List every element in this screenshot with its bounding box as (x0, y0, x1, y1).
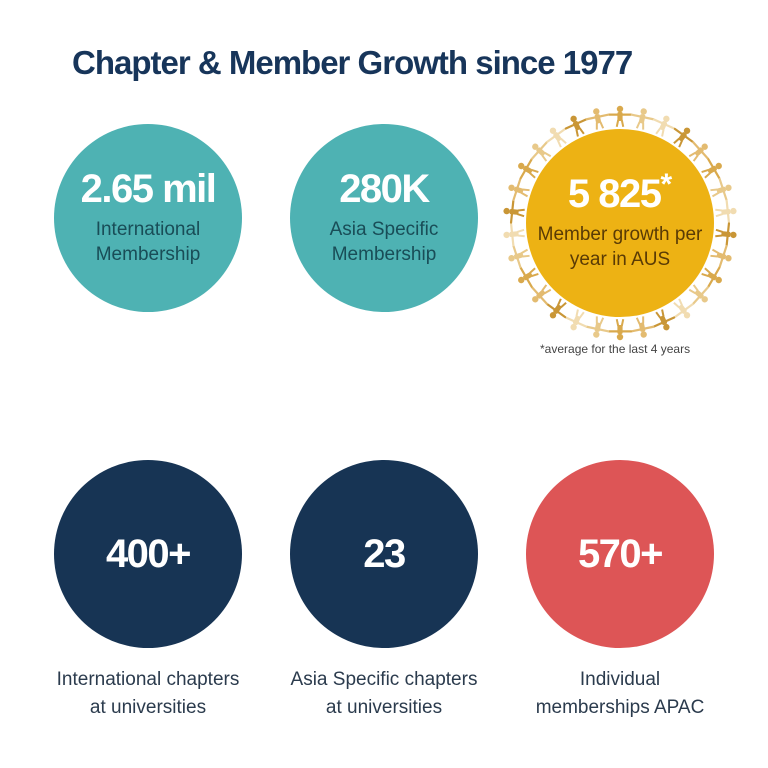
person-figure (518, 266, 539, 288)
intl-chapters-label: International chapters at universities (56, 669, 240, 718)
person-figure (546, 127, 567, 148)
asia-membership-label: Asia Specific Membership (329, 219, 439, 265)
asia-chapters-value: 23 (363, 532, 406, 576)
person-figure (508, 245, 530, 268)
person-figure (715, 222, 737, 247)
person-figure (688, 141, 709, 162)
person-figure (564, 115, 587, 137)
person-figure (673, 127, 694, 148)
footnote-marker: * (660, 168, 673, 201)
person-figure (564, 309, 587, 331)
person-figure (546, 298, 567, 319)
person-figure (531, 141, 552, 162)
person-figure (630, 108, 655, 130)
asia-chapters-circle: 23 (290, 460, 478, 648)
person-figure (531, 284, 552, 305)
person-figure (518, 158, 539, 180)
person-figure (503, 199, 525, 224)
person-figure (715, 199, 737, 224)
person-figure (710, 178, 732, 201)
aus-growth-value: 5 825 (567, 172, 662, 216)
person-figure (653, 309, 676, 331)
person-figure (653, 115, 676, 137)
apac-memberships-label: Individual memberships APAC (535, 669, 705, 718)
apac-memberships-circle: 570+ (526, 460, 714, 648)
person-figure (630, 316, 655, 338)
person-figure (701, 266, 722, 288)
person-figure (503, 222, 525, 247)
person-figure (701, 158, 722, 180)
person-figure (508, 178, 530, 201)
person-figure (608, 105, 632, 128)
person-figure (608, 318, 632, 341)
asia-membership-circle: 280K Asia Specific Membership (290, 124, 478, 312)
intl-chapters-value: 400+ (105, 532, 192, 576)
intl-chapters-circle: 400+ (54, 460, 242, 648)
aus-growth-circle: 5 825* Member growth per year in AUS (526, 129, 714, 317)
intl-membership-label: International Membership (95, 219, 201, 265)
people-holding-hands-ring-icon (503, 105, 737, 341)
apac-memberships-value: 570+ (577, 532, 664, 576)
person-figure (688, 284, 709, 305)
page-title: Chapter & Member Growth since 1977 (72, 44, 633, 81)
intl-membership-circle: 2.65 mil International Membership (54, 124, 242, 312)
asia-membership-value: 280K (339, 167, 430, 211)
intl-membership-value: 2.65 mil (80, 167, 217, 211)
footnote: *average for the last 4 years (540, 342, 691, 356)
person-figure (673, 298, 694, 319)
asia-chapters-label: Asia Specific chapters at universities (290, 669, 478, 718)
person-figure (585, 108, 610, 130)
person-figure (710, 245, 732, 268)
aus-growth-label: Member growth per year in AUS (537, 224, 703, 270)
person-figure (585, 316, 610, 338)
